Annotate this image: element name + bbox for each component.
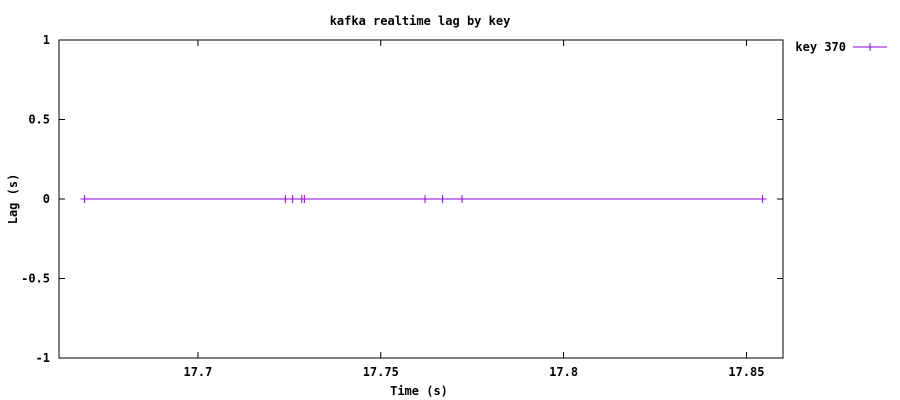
x-axis-label: Time (s) (390, 384, 448, 398)
x-tick-label: 17.8 (549, 365, 578, 379)
data-point-marker (438, 195, 447, 203)
data-point-marker (300, 195, 309, 203)
legend-marker (866, 43, 874, 51)
y-tick-label: 0 (43, 192, 50, 206)
legend: key 370 (795, 40, 887, 54)
y-tick-label: -1 (36, 351, 50, 365)
legend-label: key 370 (795, 40, 846, 54)
y-tick-label: 0.5 (28, 113, 50, 127)
y-tick-label: 1 (43, 33, 50, 47)
x-tick-label: 17.7 (183, 365, 212, 379)
y-axis-label: Lag (s) (6, 174, 20, 225)
plot-frame (58, 39, 784, 359)
data-point-marker (281, 195, 290, 203)
chart-title: kafka realtime lag by key (330, 14, 511, 28)
data-point-marker (457, 195, 466, 203)
y-tick-label: -0.5 (21, 272, 50, 286)
data-point-marker (288, 195, 297, 203)
x-tick-label: 17.75 (363, 365, 399, 379)
x-tick-label: 17.85 (728, 365, 764, 379)
data-point-marker (758, 195, 767, 203)
data-point-marker (80, 195, 89, 203)
data-point-marker (421, 195, 430, 203)
